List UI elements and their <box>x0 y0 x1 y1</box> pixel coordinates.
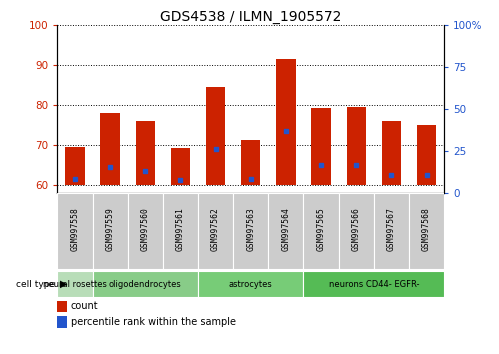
Bar <box>339 193 374 269</box>
Text: GSM997563: GSM997563 <box>246 207 255 251</box>
Text: ▶: ▶ <box>60 279 67 289</box>
Bar <box>92 193 128 269</box>
Text: GSM997562: GSM997562 <box>211 207 220 251</box>
Bar <box>128 193 163 269</box>
Bar <box>382 121 401 185</box>
Bar <box>206 87 225 185</box>
Bar <box>311 108 331 185</box>
Bar <box>65 147 85 185</box>
Bar <box>92 271 198 297</box>
Bar <box>163 193 198 269</box>
Bar <box>409 193 444 269</box>
Text: count: count <box>71 301 98 311</box>
Bar <box>268 193 303 269</box>
Bar <box>57 271 92 297</box>
Text: GSM997566: GSM997566 <box>352 207 361 251</box>
Text: percentile rank within the sample: percentile rank within the sample <box>71 317 236 327</box>
Bar <box>303 271 444 297</box>
Bar <box>100 113 120 185</box>
Bar <box>57 301 67 312</box>
Bar <box>417 125 436 185</box>
Bar <box>233 193 268 269</box>
Bar <box>276 59 295 185</box>
Bar <box>57 193 92 269</box>
Text: GSM997568: GSM997568 <box>422 207 431 251</box>
Text: GSM997567: GSM997567 <box>387 207 396 251</box>
Bar <box>303 193 339 269</box>
Bar <box>198 193 233 269</box>
Text: cell type: cell type <box>16 280 55 289</box>
Text: GSM997558: GSM997558 <box>70 207 79 251</box>
Text: GSM997559: GSM997559 <box>106 207 115 251</box>
Bar <box>57 316 67 328</box>
Text: GSM997565: GSM997565 <box>316 207 325 251</box>
Bar <box>171 148 190 185</box>
Bar <box>241 140 260 185</box>
Text: GSM997564: GSM997564 <box>281 207 290 251</box>
Bar <box>346 107 366 185</box>
Text: astrocytes: astrocytes <box>229 280 272 289</box>
Text: neurons CD44- EGFR-: neurons CD44- EGFR- <box>328 280 419 289</box>
Bar <box>374 193 409 269</box>
Text: oligodendrocytes: oligodendrocytes <box>109 280 182 289</box>
Text: GSM997560: GSM997560 <box>141 207 150 251</box>
Bar <box>136 121 155 185</box>
Text: neural rosettes: neural rosettes <box>43 280 107 289</box>
Text: GSM997561: GSM997561 <box>176 207 185 251</box>
Bar <box>198 271 303 297</box>
Title: GDS4538 / ILMN_1905572: GDS4538 / ILMN_1905572 <box>160 10 341 24</box>
